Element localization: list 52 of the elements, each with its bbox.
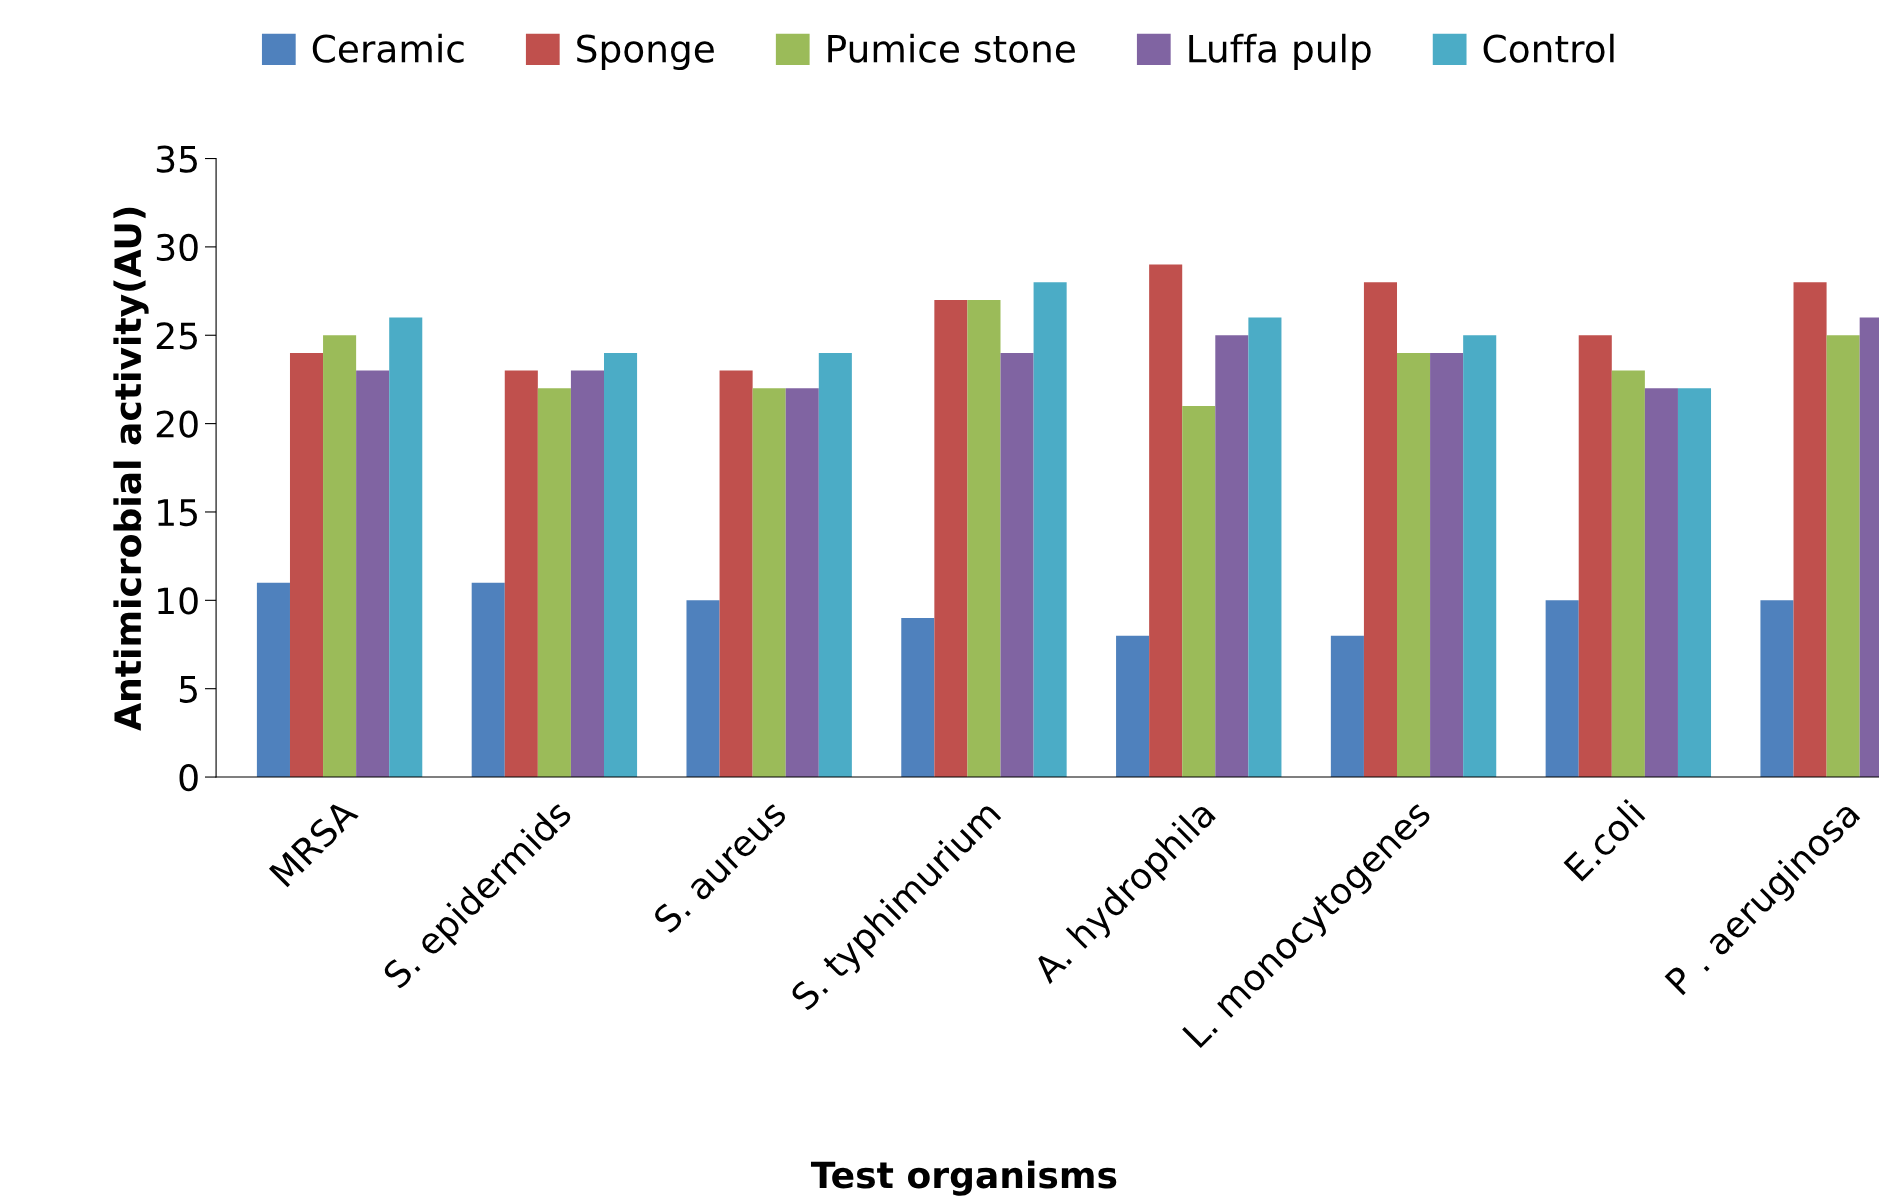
bar (934, 299, 968, 778)
y-tick-label: 10 (158, 587, 198, 615)
bar (1793, 282, 1827, 778)
bar (1430, 352, 1464, 778)
bar (1149, 264, 1183, 778)
legend-label: Control (1483, 33, 1614, 63)
bar (967, 299, 1001, 778)
bar (785, 388, 819, 778)
bar (570, 370, 604, 778)
bar (389, 317, 423, 778)
bar (1677, 388, 1712, 778)
bar (1330, 635, 1364, 778)
bar (1760, 600, 1794, 778)
bar (1116, 635, 1150, 778)
y-tick-label: 25 (156, 322, 197, 350)
bar (1182, 405, 1216, 778)
bar (1033, 282, 1067, 778)
y-tick-label: 30 (156, 233, 198, 262)
bar (289, 352, 324, 778)
bar (1463, 335, 1497, 778)
bar (1397, 352, 1431, 778)
bar (323, 335, 357, 778)
bar (604, 352, 638, 778)
bar (1363, 282, 1398, 778)
y-tick-label: 20 (156, 410, 198, 438)
legend-label: Luffa pulp (1189, 33, 1371, 71)
bar (1545, 600, 1579, 778)
y-axis-title: Antimicrobial activity(AU) (113, 207, 149, 731)
bar (686, 600, 720, 778)
bar (1000, 352, 1034, 778)
bar (752, 388, 786, 778)
bar (1644, 388, 1678, 778)
bar (356, 370, 390, 778)
x-axis-title: Test organisms (810, 1160, 1117, 1196)
y-tick-label: 0 (179, 763, 198, 792)
y-tick-label: 5 (179, 676, 197, 703)
bar (256, 582, 290, 778)
bar (1215, 335, 1249, 778)
legend-label: Sponge (577, 34, 714, 71)
y-tick-label: 15 (158, 499, 197, 527)
bar (818, 352, 852, 778)
bar (901, 618, 935, 778)
bar (1248, 317, 1282, 778)
bar (504, 370, 538, 778)
bar (719, 370, 753, 778)
legend-label: Ceramic (312, 33, 464, 63)
bar (1611, 370, 1645, 778)
bar (471, 582, 505, 778)
legend-label: Pumice stone (828, 33, 1075, 63)
bar (1578, 335, 1612, 778)
y-tick-label: 35 (156, 145, 197, 173)
bar (537, 388, 571, 778)
